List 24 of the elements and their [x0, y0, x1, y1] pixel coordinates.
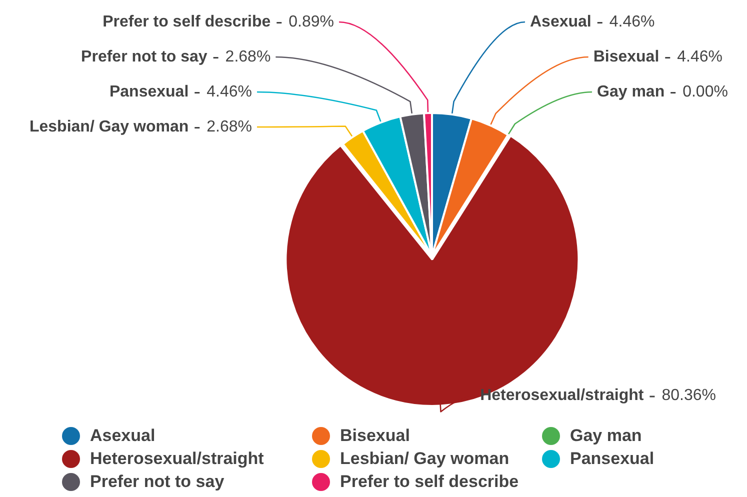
category-label: Lesbian/ Gay woman — [29, 118, 189, 136]
category-label: Gay man — [597, 83, 665, 100]
legend-label: Lesbian/ Gay woman — [340, 448, 510, 468]
legend-label: Asexual — [90, 426, 156, 446]
data-label: 0.89% — [288, 13, 334, 30]
legend-label: Gay man — [570, 426, 642, 446]
category-label: Pansexual — [109, 83, 189, 100]
legend-label: Bisexual — [340, 426, 410, 446]
legend-label: Prefer to self describe — [340, 472, 519, 492]
data-label: 2.68% — [225, 48, 271, 66]
category-label: Prefer to self describe — [102, 13, 271, 30]
slice-label: Asexual — [530, 13, 592, 30]
slice-label: Bisexual — [593, 48, 660, 66]
legend-label: Pansexual — [570, 448, 654, 468]
legend-label: Heterosexual/straight — [90, 448, 264, 468]
category-label: Prefer not to say — [81, 48, 208, 66]
data-label: 2.68% — [206, 118, 252, 136]
data-label: 4.46% — [677, 48, 723, 66]
data-label: 80.36% — [662, 387, 716, 404]
slice-label: Heterosexual/straight — [480, 387, 644, 404]
data-label: 4.46% — [206, 83, 252, 100]
text: 0.00% — [682, 83, 728, 100]
legend-label: Prefer not to say — [90, 472, 224, 492]
data-label: 4.46% — [609, 13, 655, 30]
